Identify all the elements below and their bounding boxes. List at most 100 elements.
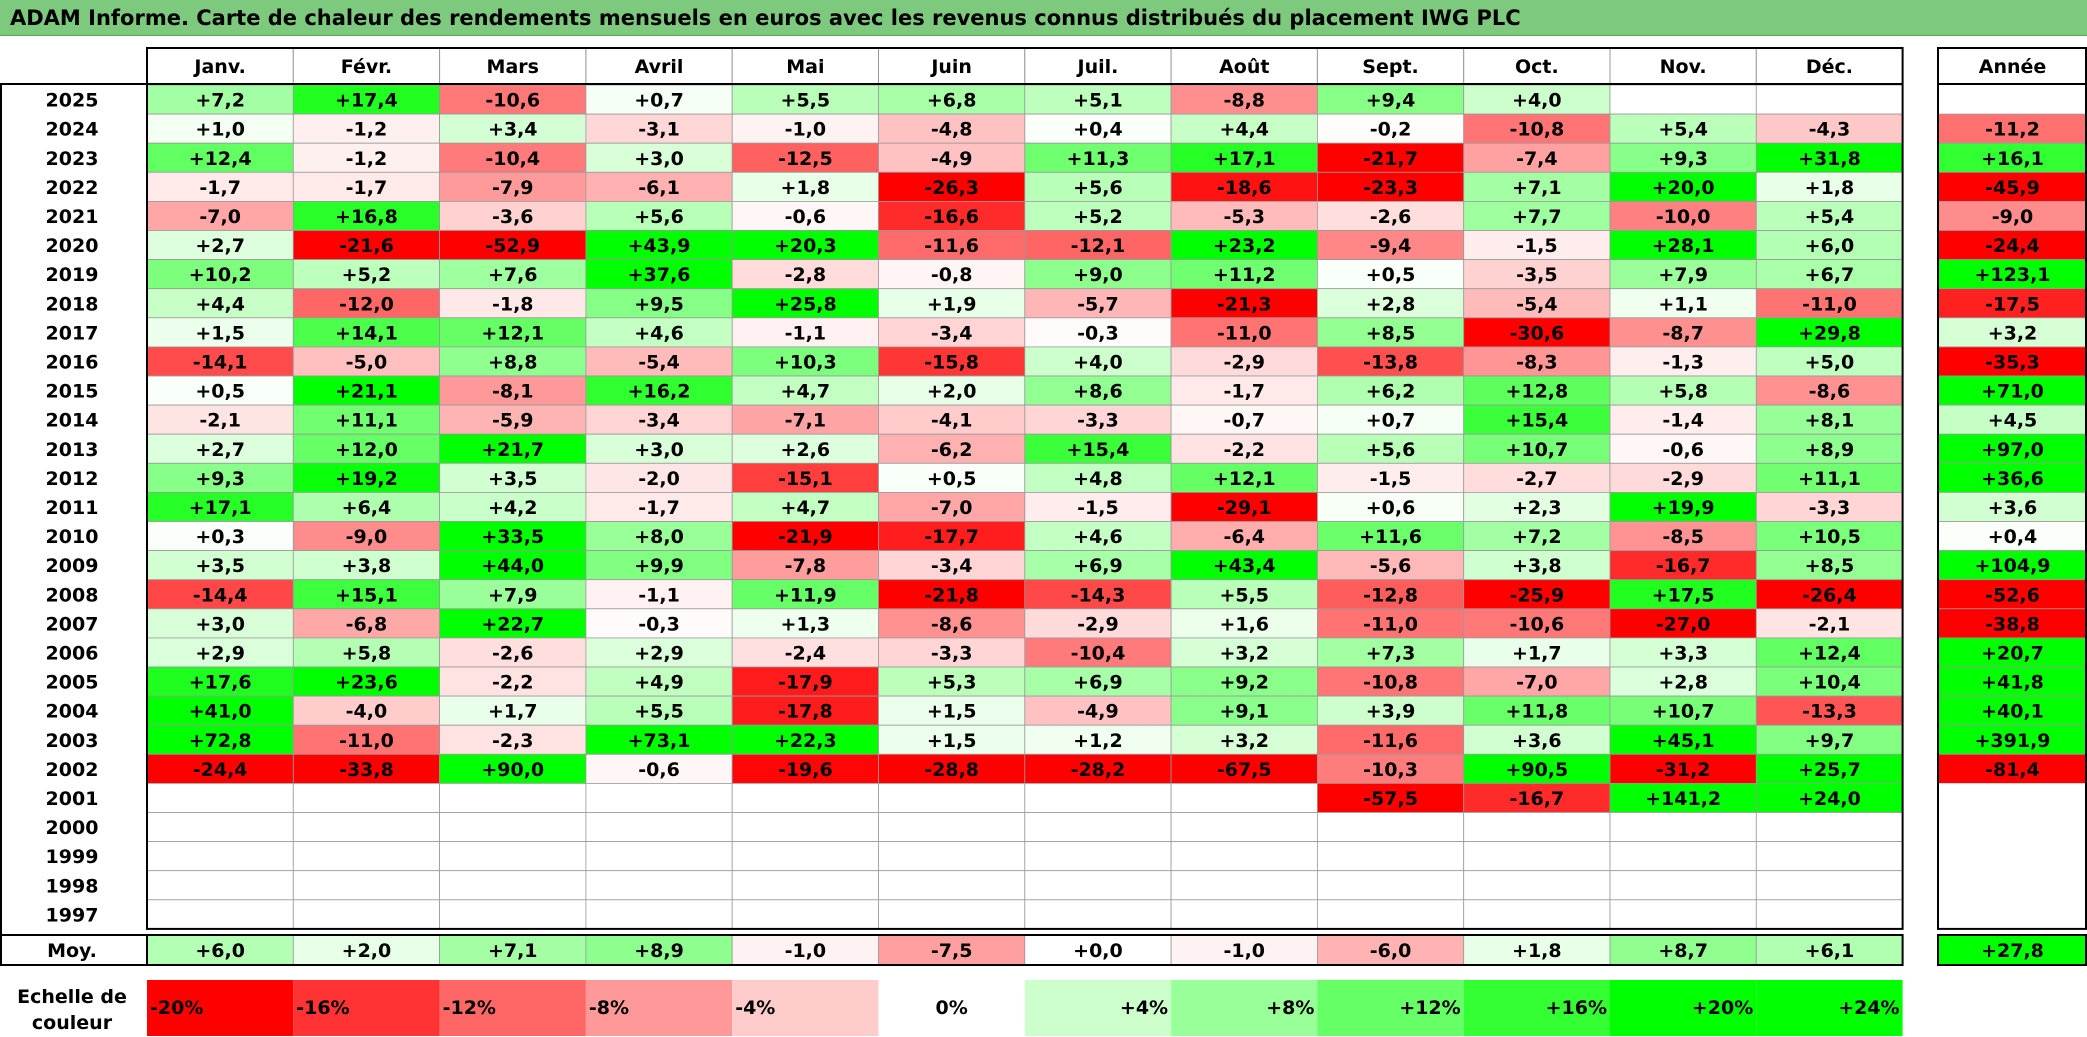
cell-value: +4,6 (634, 322, 684, 344)
average-cell (731, 934, 879, 966)
month-header-cell (731, 47, 880, 85)
cell-value: +3,5 (488, 468, 538, 490)
heatmap-cell (1463, 84, 1611, 115)
heatmap-cell (1755, 841, 1904, 872)
heatmap-cell (731, 200, 879, 231)
cell-value: +3,8 (342, 555, 392, 577)
heatmap-cell (731, 171, 879, 202)
cell-value: -2,2 (492, 672, 534, 694)
scale-label: Echelle de (17, 986, 127, 1008)
grid-frame (146, 47, 1904, 930)
year-label: 2015 (46, 381, 99, 403)
average-value: +2,0 (342, 940, 392, 962)
cell-value: -21,9 (778, 526, 833, 548)
heatmap-cell (146, 404, 294, 435)
heatmap-cell (1609, 841, 1757, 872)
cell-value: -11,0 (339, 730, 394, 752)
cell-value: +33,5 (481, 526, 544, 548)
cell-value: +11,9 (774, 584, 837, 606)
heatmap-cell (731, 579, 879, 610)
cell-value: +5,8 (1658, 381, 1708, 403)
annual-value: +36,6 (1981, 468, 2044, 490)
cell-value: -26,4 (1802, 584, 1857, 606)
heatmap-cell (878, 812, 1026, 843)
heatmap-cell (439, 259, 587, 290)
heatmap-cell (1317, 870, 1465, 901)
cell-value: +141,2 (1645, 788, 1721, 810)
month-header: Juil. (1076, 56, 1119, 78)
heatmap-cell (878, 200, 1026, 231)
heatmap-cell (878, 579, 1026, 610)
cell-value: -13,3 (1802, 701, 1857, 723)
cell-value: -10,4 (485, 148, 540, 170)
heatmap-cell (878, 230, 1026, 261)
heatmap-cell (1463, 230, 1611, 261)
cell-value: -10,6 (1509, 613, 1564, 635)
heatmap-cell (1755, 433, 1904, 464)
cell-value: -14,3 (1071, 584, 1126, 606)
cell-value: -26,3 (924, 177, 979, 199)
heatmap-cell (1024, 462, 1172, 493)
heatmap-cell (292, 259, 440, 290)
month-header: Nov. (1660, 56, 1707, 78)
annual-cell (1937, 695, 2087, 726)
heatmap-cell (878, 462, 1026, 493)
cell-value: -33,8 (339, 759, 394, 781)
cell-value: +17,4 (335, 90, 398, 112)
cell-value: +11,6 (1359, 526, 1422, 548)
cell-value: -10,4 (1071, 642, 1126, 664)
annual-cell (1937, 433, 2087, 464)
heatmap-cell (1170, 462, 1318, 493)
heatmap-cell (1609, 288, 1757, 319)
heatmap-cell (731, 899, 879, 930)
heatmap-cell (439, 462, 587, 493)
cell-value: +1,5 (927, 701, 977, 723)
cell-value: -3,3 (1809, 497, 1851, 519)
cell-value: -5,7 (1077, 293, 1119, 315)
cell-value: +16,8 (335, 206, 398, 228)
year-label: 2016 (46, 351, 99, 373)
heatmap-cell (878, 259, 1026, 290)
cell-value: +5,2 (1073, 206, 1123, 228)
cell-value: +4,9 (634, 672, 684, 694)
cell-value: +73,1 (628, 730, 691, 752)
heatmap-cell (1170, 753, 1318, 784)
heatmap-cell (439, 812, 587, 843)
heatmap-cell (1609, 171, 1757, 202)
cell-value: +1,0 (195, 119, 245, 141)
heatmap-cell (731, 550, 879, 581)
scale-tick: +8% (1266, 997, 1314, 1019)
scale-label: couleur (32, 1012, 113, 1034)
cell-value: +3,0 (195, 613, 245, 635)
cell-value: +1,2 (1073, 730, 1123, 752)
heatmap-cell (878, 113, 1026, 144)
average-value: +8,7 (1658, 940, 1708, 962)
heatmap-cell (1170, 783, 1318, 813)
cell-value: +9,9 (634, 555, 684, 577)
cell-value: -7,0 (1516, 672, 1558, 694)
cell-value: -10,3 (1363, 759, 1418, 781)
heatmap-cell (1463, 608, 1611, 639)
heatmap-cell (439, 841, 587, 872)
heatmap-cell (1609, 695, 1757, 726)
cell-value: -23,3 (1363, 177, 1418, 199)
heatmap-cell (1609, 666, 1757, 697)
year-label: 2010 (46, 526, 99, 548)
heatmap-cell (731, 433, 879, 464)
heatmap-cell (1463, 375, 1611, 406)
annual-cell (1937, 550, 2087, 581)
heatmap-cell (1317, 899, 1465, 930)
cell-value: +10,5 (1798, 526, 1861, 548)
heatmap-cell (1609, 491, 1757, 522)
cell-value: -3,5 (1516, 264, 1558, 286)
scale-swatch (878, 980, 1025, 1036)
cell-value: -21,3 (1217, 293, 1272, 315)
annual-cell (1937, 462, 2087, 493)
cell-value: -8,3 (1516, 351, 1558, 373)
cell-value: +19,9 (1652, 497, 1715, 519)
cell-value: -1,1 (785, 322, 827, 344)
cell-value: -1,7 (1223, 381, 1265, 403)
heatmap-cell (1463, 841, 1611, 872)
average-value: +1,8 (1512, 940, 1562, 962)
heatmap-cell (1755, 259, 1904, 290)
